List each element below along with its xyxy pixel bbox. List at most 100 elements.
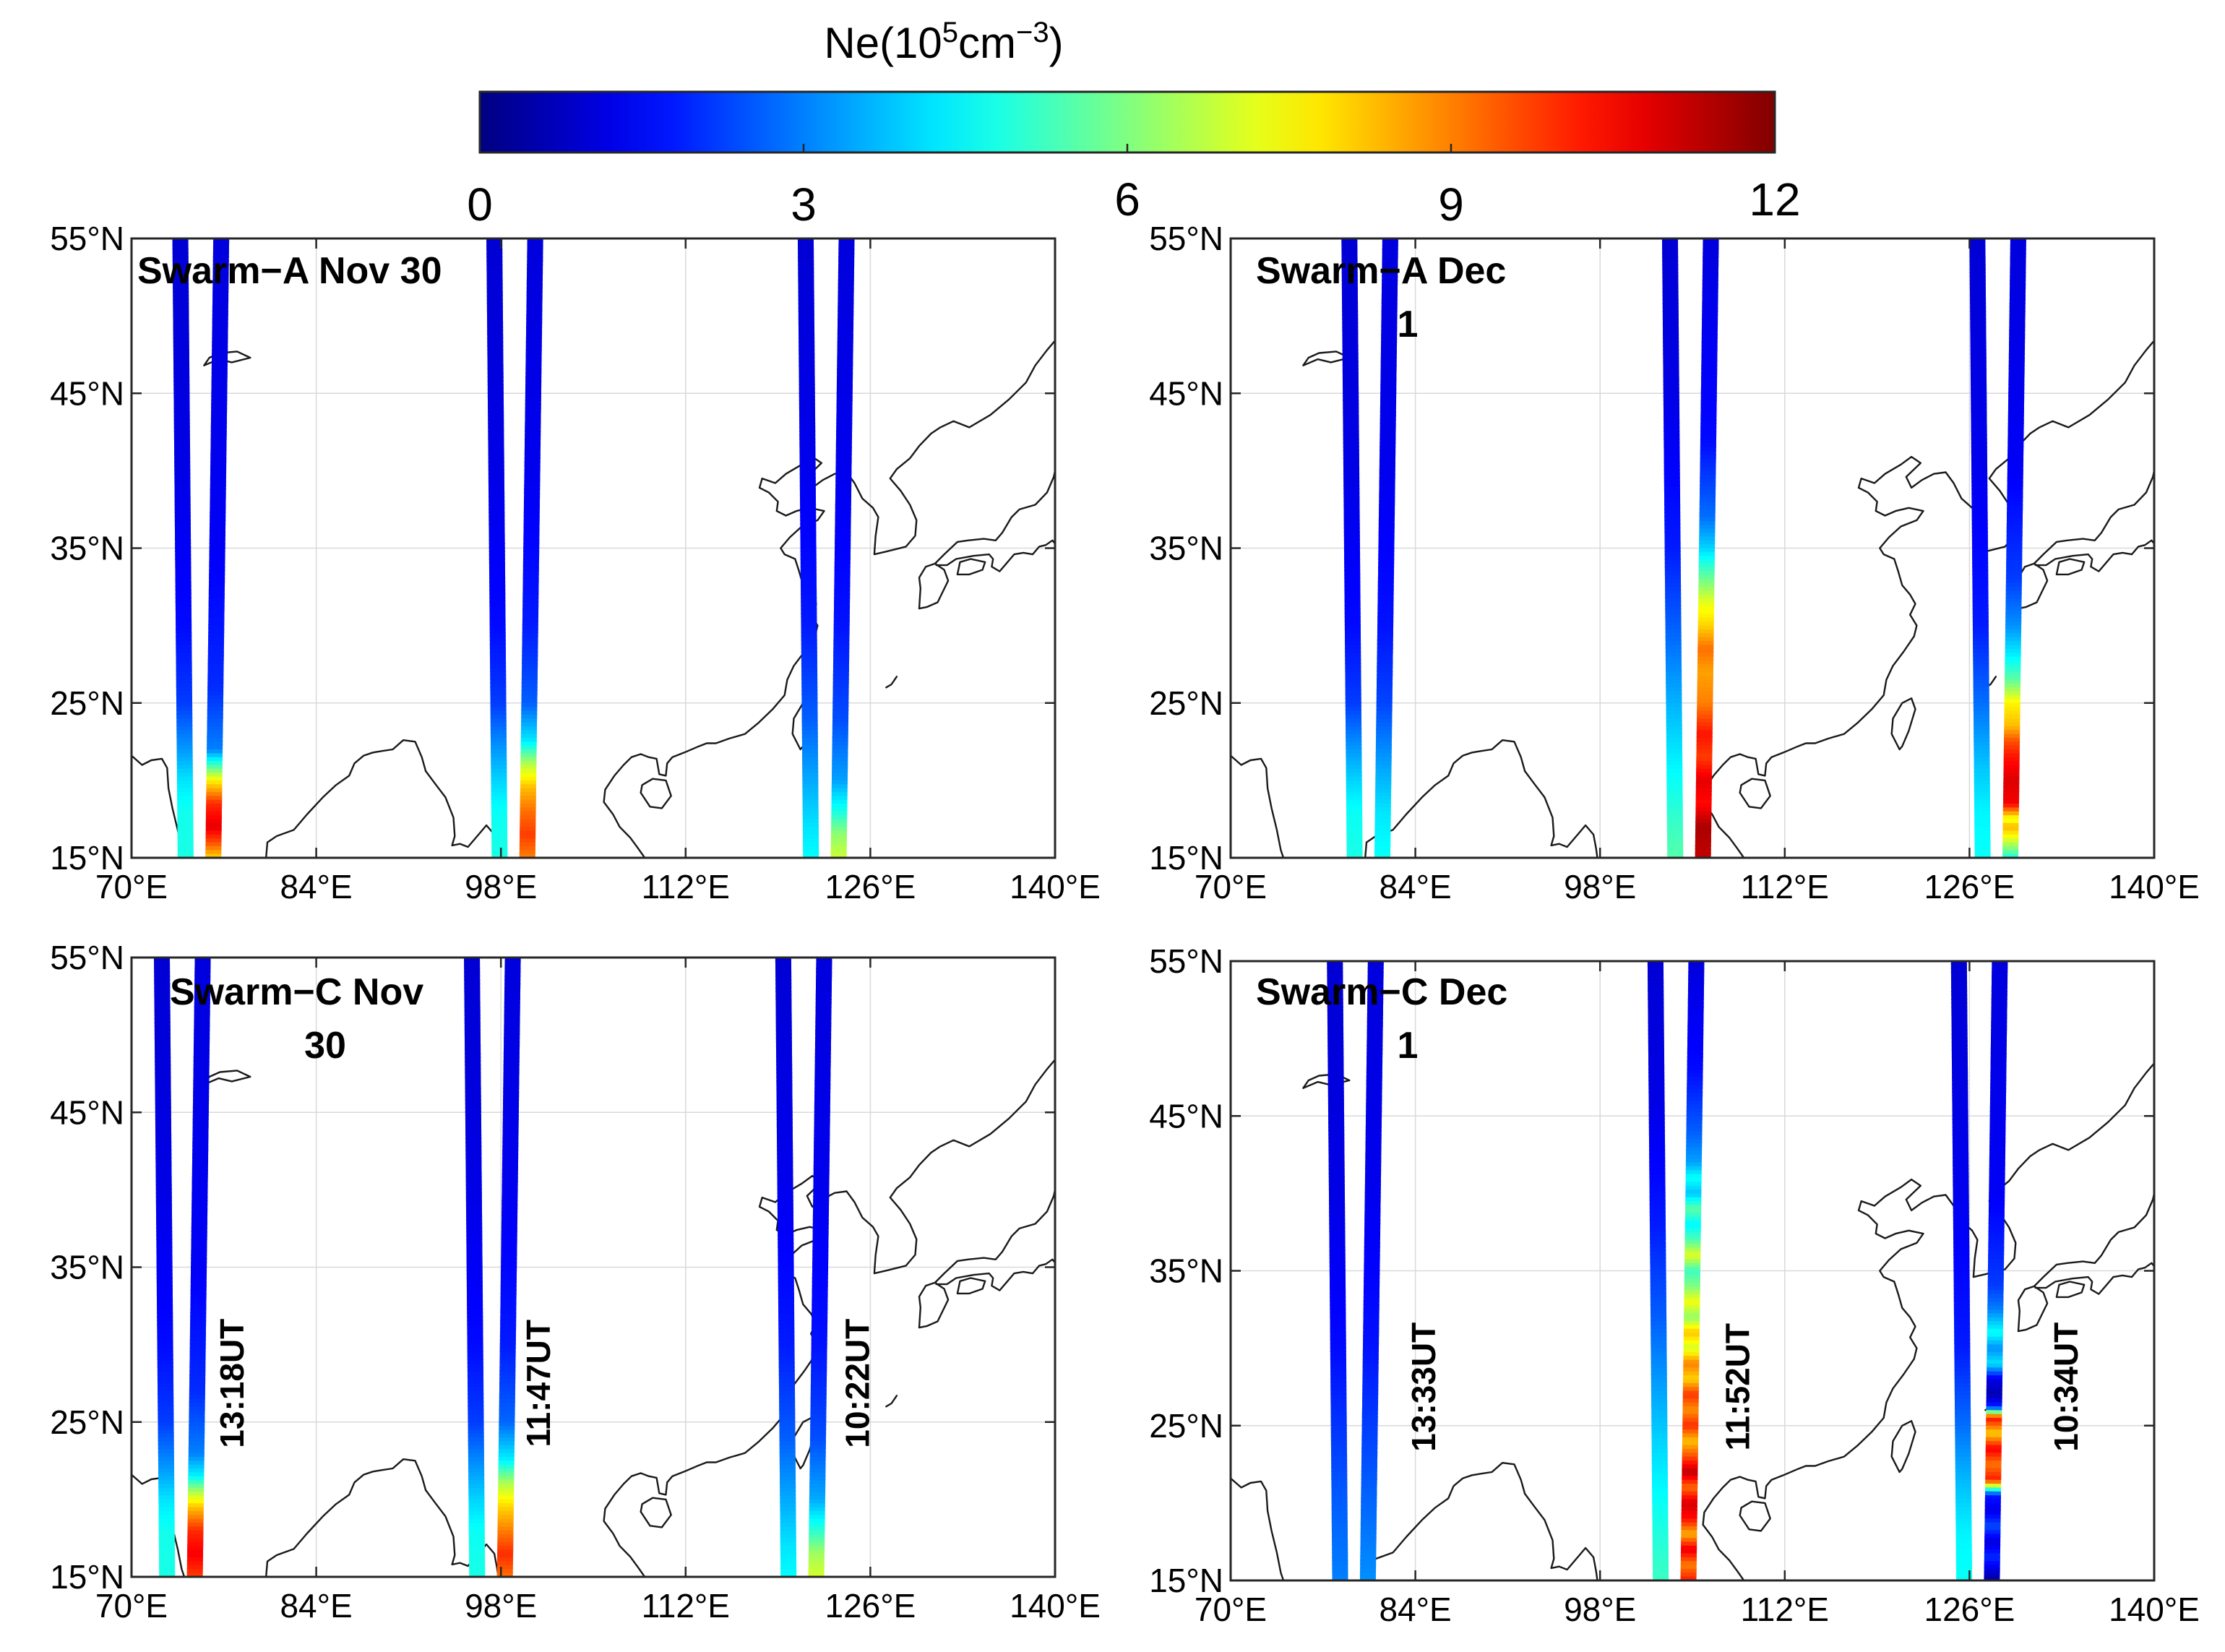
ut-label: 11:52UT bbox=[1718, 1323, 1756, 1450]
coastlines bbox=[1231, 1062, 2154, 1580]
coastline bbox=[2033, 1192, 2154, 1288]
satellite-tracks bbox=[1327, 961, 2008, 1580]
x-tick-label: 126°E bbox=[825, 1587, 916, 1625]
satellite-track bbox=[153, 958, 176, 1577]
y-tick-label: 45°N bbox=[50, 1093, 124, 1131]
panel-title-line: Swarm−C Dec bbox=[1256, 971, 1507, 1013]
map-panel: 70°E 84°E 98°E 112°E 126°E 140°E 15°N 25°N 35°N 4… bbox=[50, 220, 1101, 905]
satellite-track bbox=[1950, 961, 1973, 1580]
panel-title-line: 1 bbox=[1398, 304, 1419, 345]
y-tick-label: 25°N bbox=[50, 1403, 124, 1441]
coastline bbox=[640, 778, 672, 809]
y-tick-label: 15°N bbox=[50, 1558, 124, 1596]
coastline bbox=[2055, 1281, 2086, 1299]
panel-title-line: 30 bbox=[304, 1025, 346, 1067]
satellite-track bbox=[797, 238, 819, 858]
coastlines bbox=[132, 340, 1055, 858]
coastline bbox=[526, 340, 1055, 858]
coastline bbox=[132, 754, 186, 858]
y-tick-label: 45°N bbox=[1149, 374, 1223, 412]
satellite-track bbox=[1969, 238, 1991, 858]
coastline bbox=[935, 1258, 1055, 1291]
panel-title-line: Swarm−A Nov 30 bbox=[137, 250, 442, 292]
x-tick-label: 126°E bbox=[1924, 1591, 2015, 1628]
map-panel: 70°E 84°E 98°E 112°E 126°E 140°E 15°N 25°N 35°N 4… bbox=[1149, 942, 2200, 1628]
coastline bbox=[2055, 558, 2086, 576]
axis-ticks: 70°E 84°E 98°E 112°E 126°E 140°E 15°N 25°N 35°N 4… bbox=[50, 939, 1101, 1625]
colorbar-tick-label: 6 bbox=[1114, 173, 1140, 225]
satellite-track bbox=[808, 958, 832, 1577]
x-tick-label: 126°E bbox=[1924, 868, 2015, 905]
satellite-tracks bbox=[153, 958, 832, 1577]
y-tick-label: 55°N bbox=[1149, 942, 1223, 980]
satellite-track bbox=[1680, 961, 1705, 1580]
satellite-track bbox=[464, 958, 486, 1577]
x-tick-label: 98°E bbox=[1564, 1591, 1636, 1628]
satellite-track bbox=[172, 238, 194, 858]
y-tick-label: 55°N bbox=[50, 220, 124, 257]
y-tick-label: 45°N bbox=[50, 374, 124, 412]
satellite-track bbox=[775, 958, 797, 1577]
x-tick-label: 84°E bbox=[280, 868, 352, 905]
y-tick-label: 55°N bbox=[1149, 220, 1223, 257]
ut-label: 10:34UT bbox=[2047, 1322, 2085, 1452]
coastline bbox=[1231, 754, 1285, 858]
coastline bbox=[1739, 778, 1771, 809]
coastline bbox=[956, 1277, 986, 1295]
colorbar-tick-label: 12 bbox=[1749, 173, 1800, 225]
satellite-track bbox=[1327, 961, 1348, 1580]
colorbar-tick-label: 0 bbox=[467, 178, 493, 231]
ut-label: 13:33UT bbox=[1405, 1322, 1442, 1452]
y-tick-label: 35°N bbox=[50, 530, 124, 567]
coastline bbox=[1739, 1500, 1771, 1532]
x-tick-label: 112°E bbox=[642, 1587, 730, 1625]
colorbar-title: Ne(105cm−3) bbox=[824, 17, 1063, 67]
x-tick-label: 84°E bbox=[1379, 1591, 1451, 1628]
gridlines bbox=[131, 957, 1056, 1578]
coastline bbox=[956, 558, 986, 576]
y-tick-label: 15°N bbox=[50, 839, 124, 877]
x-tick-label: 140°E bbox=[1010, 868, 1101, 905]
panel-title: Swarm−C Nov 30 bbox=[170, 971, 423, 1067]
satellite-track bbox=[186, 958, 211, 1577]
satellite-track bbox=[1695, 238, 1719, 858]
satellite-track bbox=[1647, 961, 1669, 1580]
coastline bbox=[1625, 1062, 2154, 1580]
panel-title-line: 1 bbox=[1398, 1025, 1419, 1067]
axis-ticks: 70°E 84°E 98°E 112°E 126°E 140°E 15°N 25°N 35°N 4… bbox=[1149, 220, 2200, 905]
y-tick-label: 35°N bbox=[50, 1249, 124, 1286]
coastline bbox=[934, 1189, 1055, 1284]
y-tick-label: 25°N bbox=[1149, 1407, 1223, 1445]
panel-title-line: Swarm−C Nov bbox=[170, 971, 423, 1013]
x-tick-label: 84°E bbox=[280, 1587, 352, 1625]
x-tick-label: 126°E bbox=[825, 868, 916, 905]
y-tick-label: 35°N bbox=[1149, 530, 1223, 567]
coastline bbox=[526, 1059, 1055, 1577]
colorbar-tick-label: 9 bbox=[1438, 178, 1464, 231]
x-tick-label: 70°E bbox=[95, 1587, 168, 1625]
coastline bbox=[1890, 697, 1916, 751]
coastline bbox=[1364, 1462, 1598, 1580]
coastline bbox=[918, 1281, 950, 1329]
satellite-track bbox=[2002, 238, 2026, 858]
x-tick-label: 84°E bbox=[1379, 868, 1451, 905]
panel-title: Swarm−A Dec 1 bbox=[1256, 250, 1506, 345]
gridlines bbox=[131, 238, 1056, 859]
axis-ticks: 70°E 84°E 98°E 112°E 126°E 140°E 15°N 25°N 35°N 4… bbox=[50, 220, 1101, 905]
satellite-track bbox=[496, 958, 521, 1577]
satellite-track bbox=[1984, 961, 2008, 1580]
axis-ticks: 70°E 84°E 98°E 112°E 126°E 140°E 15°N 25°N 35°N 4… bbox=[1149, 942, 2200, 1628]
x-tick-label: 98°E bbox=[1564, 868, 1636, 905]
x-tick-label: 70°E bbox=[1195, 1591, 1267, 1628]
map-panels: 70°E 84°E 98°E 112°E 126°E 140°E 15°N 25°N 35°N 4… bbox=[50, 220, 2200, 1628]
coastline bbox=[885, 676, 898, 689]
x-tick-label: 70°E bbox=[1195, 868, 1267, 905]
coastline bbox=[918, 562, 950, 610]
coastlines bbox=[132, 1059, 1055, 1577]
coastline bbox=[935, 539, 1055, 572]
coastline bbox=[2034, 1262, 2154, 1295]
y-tick-label: 25°N bbox=[1149, 684, 1223, 722]
y-tick-label: 55°N bbox=[50, 939, 124, 976]
satellite-track bbox=[205, 238, 230, 858]
